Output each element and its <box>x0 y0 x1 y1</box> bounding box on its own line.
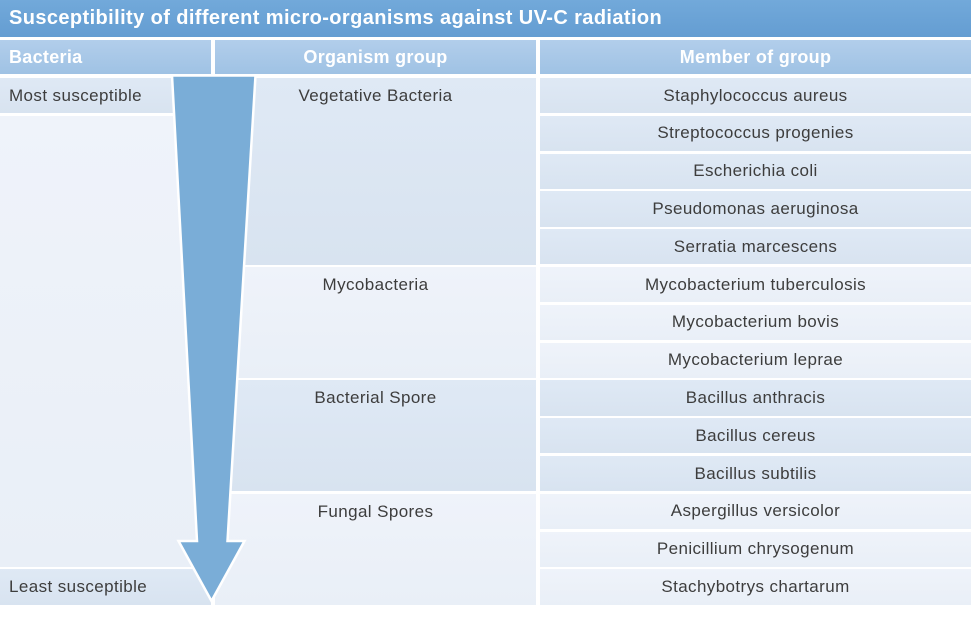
column-header-bacteria: Bacteria <box>0 40 211 74</box>
scale-label-least-susceptible: Least susceptible <box>0 569 211 605</box>
group-cell-fungal-spores: Fungal Spores <box>215 493 536 605</box>
column-member-of-group: Staphylococcus aureus Streptococcus prog… <box>540 78 971 605</box>
column-header-member-of-group: Member of group <box>540 40 971 74</box>
scale-label-most-susceptible: Most susceptible <box>0 78 211 114</box>
member-row: Bacillus anthracis <box>540 380 971 416</box>
scale-spacer <box>0 115 211 567</box>
member-row: Mycobacterium tuberculosis <box>540 266 971 303</box>
member-row: Bacillus cereus <box>540 418 971 454</box>
member-row: Staphylococcus aureus <box>540 78 971 114</box>
member-row: Penicillium chrysogenum <box>540 531 971 567</box>
column-organism-group: Vegetative Bacteria Mycobacteria Bacteri… <box>215 78 536 605</box>
member-row: Serratia marcescens <box>540 229 971 265</box>
group-cell-mycobacteria: Mycobacteria <box>215 267 536 378</box>
member-row: Streptococcus progenies <box>540 115 971 152</box>
member-row: Aspergillus versicolor <box>540 493 971 530</box>
member-row: Stachybotrys chartarum <box>540 569 971 605</box>
member-row: Mycobacterium bovis <box>540 304 971 341</box>
member-row: Escherichia coli <box>540 153 971 189</box>
group-cell-bacterial-spore: Bacterial Spore <box>215 380 536 492</box>
page-title: Susceptibility of different micro-organi… <box>0 0 971 37</box>
group-label: Bacterial Spore <box>314 388 437 408</box>
member-row: Pseudomonas aeruginosa <box>540 191 971 227</box>
group-label: Vegetative Bacteria <box>298 86 453 105</box>
member-row: Mycobacterium leprae <box>540 342 971 378</box>
column-bacteria: Most susceptible Least susceptible <box>0 78 211 605</box>
member-row: Bacillus subtilis <box>540 455 971 492</box>
group-label: Fungal Spores <box>317 501 434 521</box>
group-cell-vegetative-bacteria: Vegetative Bacteria <box>215 78 536 265</box>
group-label: Mycobacteria <box>322 275 429 294</box>
column-header-organism-group: Organism group <box>215 40 536 74</box>
